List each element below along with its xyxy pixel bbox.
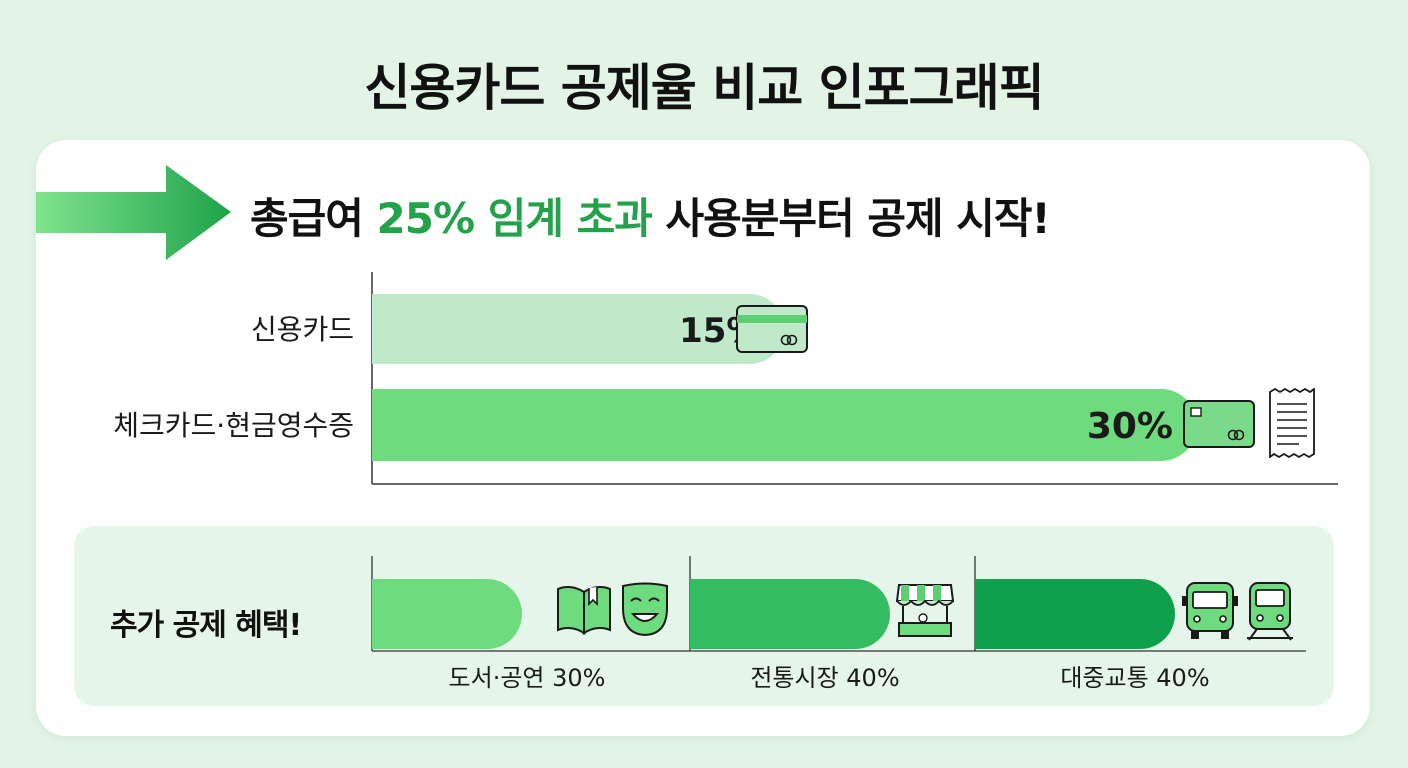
headline: 총급여 25% 임계 초과 사용분부터 공제 시작! [250, 185, 1250, 246]
credit-card-icon [736, 305, 808, 353]
extra-benefits-title: 추가 공제 혜택! [110, 608, 302, 643]
bus-icon [1182, 582, 1238, 639]
market-stall-icon [895, 584, 955, 637]
page-title: 신용카드 공제율 비교 인포그래픽 [364, 59, 1044, 117]
theater-mask-icon [622, 582, 668, 637]
headline-suffix: 사용분부터 공제 시작! [651, 194, 1051, 243]
receipt-icon [1269, 388, 1315, 458]
book-icon [557, 586, 611, 635]
headline-prefix: 총급여 [250, 194, 377, 243]
train-icon [1247, 582, 1293, 641]
credit-card-icon [1183, 400, 1255, 448]
headline-accent: 25% 임계 초과 [376, 194, 653, 243]
arrow-icon [36, 165, 231, 260]
